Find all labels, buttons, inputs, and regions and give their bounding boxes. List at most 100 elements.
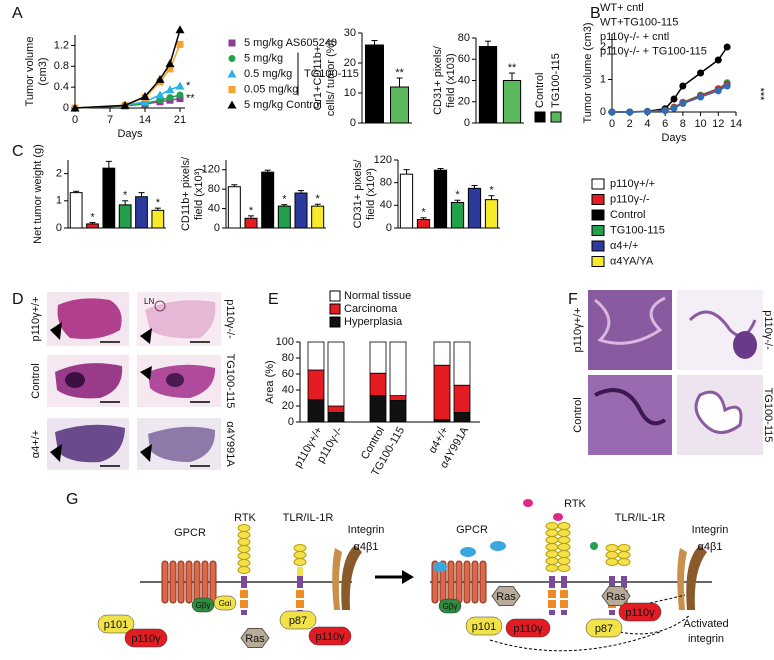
significance: * (282, 194, 287, 206)
receptor-end (561, 610, 567, 615)
bar-segment (369, 395, 387, 423)
receptor-domain (605, 558, 619, 566)
protein-label: Ras (496, 591, 516, 603)
bar-segment (453, 411, 471, 423)
receptor-domain (557, 564, 571, 572)
protein (618, 602, 662, 622)
legend-label: p110γ-/- + TG100-115 (600, 45, 707, 57)
y-tick-label: 20 (344, 57, 356, 69)
bar (261, 171, 275, 229)
bar-segment (307, 399, 325, 423)
significance: * (156, 197, 161, 209)
bracket-label: TG100-115 (304, 68, 359, 80)
receptor-domain (293, 558, 307, 566)
receptor-domain (237, 552, 251, 560)
receptor-domain (545, 550, 559, 558)
receptor-domain (237, 524, 251, 532)
receptor-domain (545, 564, 559, 572)
panel-label: G (66, 491, 78, 508)
row-label: Control (572, 397, 584, 432)
protein-label: p87 (289, 615, 307, 627)
y-tick-label: 1 (56, 195, 62, 207)
legend-label: 5 mg/kg Control (244, 99, 322, 111)
protein-label: p101 (472, 621, 496, 633)
x-tick-label: 0 (72, 114, 78, 126)
marker (661, 107, 669, 115)
legend-label: α4YA/YA (610, 255, 654, 267)
panel-label: C (12, 143, 24, 160)
marker (175, 81, 185, 90)
lymph-node (154, 300, 166, 312)
y-tick-label: 10 (344, 87, 356, 99)
receptor-domain (293, 551, 307, 559)
significance: * (489, 185, 494, 197)
receptor-kinase (296, 590, 304, 598)
marker (228, 55, 236, 62)
legend-swatch (329, 290, 341, 302)
legend-label: p110γ+/+ (610, 178, 655, 190)
marker (166, 65, 174, 73)
bar (416, 219, 431, 229)
significance: * (421, 207, 426, 219)
protein (213, 595, 237, 611)
receptor-domain (237, 566, 251, 574)
legend-label: p110γ-/- (610, 193, 650, 205)
row-label: p110γ-/- (762, 310, 774, 350)
marker (670, 95, 678, 103)
label: GPCR (174, 527, 206, 539)
receptor-domain (293, 544, 307, 552)
protein-label: Gαi (219, 599, 232, 608)
marker (679, 82, 687, 90)
marker (165, 59, 175, 68)
arrowhead (50, 444, 62, 462)
legend-label: 0.05 mg/kg (244, 83, 298, 95)
micrograph (588, 375, 672, 455)
receptor-tm (241, 576, 247, 588)
receptor-domain (237, 545, 251, 553)
receptor-domain (557, 543, 571, 551)
protein-label: p110γ (513, 623, 543, 635)
gpcr-helix (169, 560, 177, 604)
series-line (74, 29, 181, 109)
y-axis-label: Tumor volume (24, 37, 36, 107)
y-tick-label: 20 (458, 96, 470, 108)
row-label: TG100-115 (762, 388, 774, 443)
legend-swatch (591, 209, 605, 221)
gpcr-helix (161, 560, 169, 604)
y-tick-label: 0.8 (54, 60, 69, 72)
legend-swatch (591, 194, 605, 205)
gpcr-helix (185, 560, 193, 604)
protein-label: Gβγ (443, 602, 458, 611)
panel-d-images: LN p110γ+/+ p110γ-/- Control TG100-115 α… (30, 292, 236, 470)
receptor-kinase (240, 590, 248, 598)
legend-swatch (591, 240, 605, 252)
x-tick-label: 7 (107, 114, 113, 126)
receptor-domain (237, 538, 251, 546)
tissue (148, 426, 216, 462)
legend-swatch (591, 178, 605, 190)
y-tick-label: 0.4 (54, 81, 69, 93)
receptor-kinase (240, 600, 248, 608)
significance: ** (395, 67, 404, 79)
panel-label: A (12, 5, 23, 22)
signaling-diagram: GPCR RTK TLR/IL-1R Integrin α4β1 GPCR RT… (97, 498, 729, 652)
receptor-tm (561, 576, 567, 588)
receptor-domain (557, 550, 571, 558)
bar (294, 192, 308, 229)
y-tick-label: 40 (208, 202, 220, 214)
receptor-tm (621, 576, 627, 588)
bar-segment (453, 341, 471, 386)
gpcr-helix (471, 560, 479, 604)
legend-label: Control (610, 209, 645, 221)
receptor-tm (297, 576, 303, 588)
marker (723, 43, 731, 51)
protein (279, 610, 317, 630)
y-tick-label: 2 (600, 41, 606, 53)
receptor-domain (557, 522, 571, 530)
significance: * (249, 205, 254, 217)
marker (697, 93, 705, 101)
bar (311, 205, 325, 229)
row-label: p110γ+/+ (572, 307, 584, 352)
ligand (460, 547, 476, 557)
